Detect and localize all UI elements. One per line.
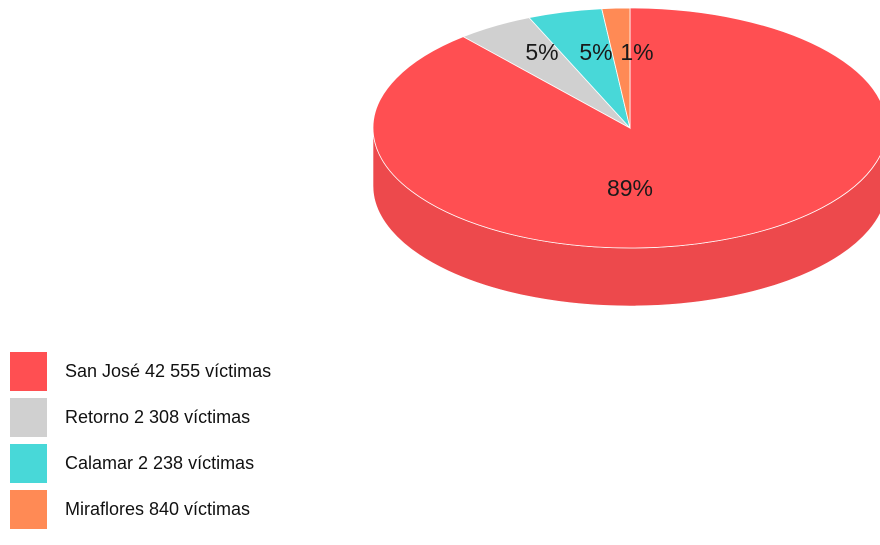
legend-label-calamar: Calamar 2 238 víctimas bbox=[65, 453, 255, 473]
pie-slice-san-jose bbox=[372, 7, 880, 249]
pie-label-calamar: 5% bbox=[579, 39, 612, 65]
pie-slice-miraflores bbox=[601, 7, 631, 129]
legend-swatch-calamar bbox=[10, 444, 47, 483]
legend-label-retorno: Retorno 2 308 víctimas bbox=[65, 407, 251, 427]
legend-swatch-miraflores bbox=[10, 490, 47, 529]
pie-label-miraflores: 1% bbox=[620, 39, 653, 65]
pie-label-retorno: 5% bbox=[525, 39, 558, 65]
legend-swatch-san-jose bbox=[10, 352, 47, 391]
legend-label-san-jose: San José 42 555 víctimas bbox=[65, 361, 272, 381]
legend-label-miraflores: Miraflores 840 víctimas bbox=[65, 499, 251, 519]
legend-swatch-retorno bbox=[10, 398, 47, 437]
pie-label-san-jose: 89% bbox=[607, 175, 653, 201]
